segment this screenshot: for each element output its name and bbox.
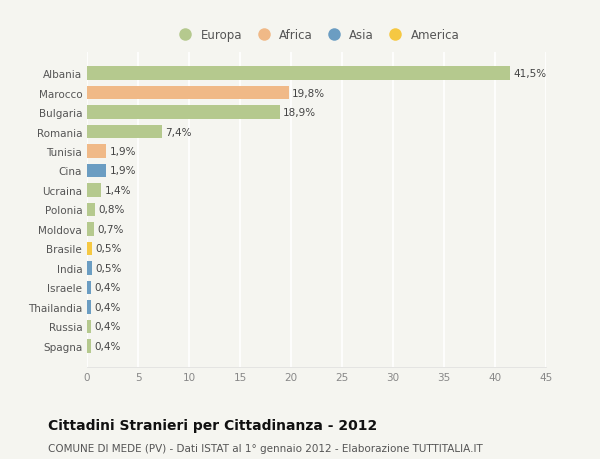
Text: 0,7%: 0,7% (97, 224, 124, 235)
Text: 1,9%: 1,9% (109, 166, 136, 176)
Text: 18,9%: 18,9% (283, 108, 316, 118)
Bar (87, 203, 95, 217)
Bar (87, 125, 163, 139)
Bar (87, 67, 511, 81)
Text: 0,4%: 0,4% (94, 302, 121, 312)
Bar (87, 300, 91, 314)
Text: 0,5%: 0,5% (95, 244, 122, 254)
Bar (87, 145, 106, 158)
Text: 0,8%: 0,8% (98, 205, 125, 215)
Bar (87, 281, 91, 295)
Bar (87, 339, 91, 353)
Text: 19,8%: 19,8% (292, 88, 325, 98)
Bar (87, 184, 101, 197)
Text: 1,9%: 1,9% (109, 147, 136, 157)
Text: COMUNE DI MEDE (PV) - Dati ISTAT al 1° gennaio 2012 - Elaborazione TUTTITALIA.IT: COMUNE DI MEDE (PV) - Dati ISTAT al 1° g… (48, 443, 483, 453)
Legend: Europa, Africa, Asia, America: Europa, Africa, Asia, America (169, 24, 464, 46)
Text: 0,4%: 0,4% (94, 341, 121, 351)
Bar (87, 86, 289, 100)
Text: Cittadini Stranieri per Cittadinanza - 2012: Cittadini Stranieri per Cittadinanza - 2… (48, 418, 377, 431)
Bar (87, 242, 92, 256)
Text: 1,4%: 1,4% (104, 185, 131, 196)
Bar (87, 106, 280, 120)
Bar (87, 223, 94, 236)
Bar (87, 262, 92, 275)
Text: 7,4%: 7,4% (166, 127, 192, 137)
Text: 0,4%: 0,4% (94, 283, 121, 293)
Text: 0,5%: 0,5% (95, 263, 122, 273)
Bar (87, 320, 91, 334)
Text: 41,5%: 41,5% (514, 69, 547, 79)
Text: 0,4%: 0,4% (94, 322, 121, 332)
Bar (87, 164, 106, 178)
